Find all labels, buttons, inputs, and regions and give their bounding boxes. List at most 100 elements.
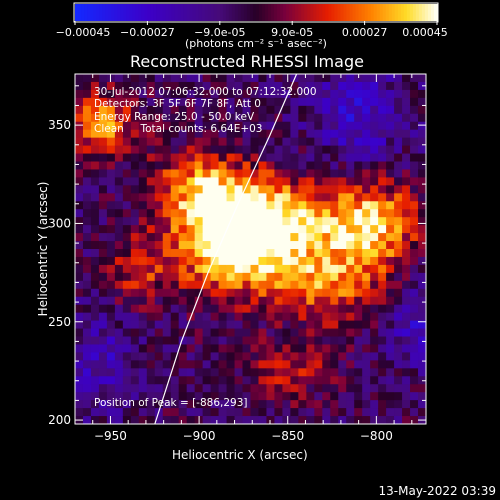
heatmap-cell (314, 376, 323, 385)
heatmap-cell (266, 145, 275, 155)
heatmap-cell (242, 320, 251, 330)
heatmap-cell (298, 280, 307, 290)
heatmap-cell (178, 97, 188, 107)
heatmap-cell (370, 249, 379, 258)
heatmap-cell (322, 145, 331, 155)
colorbar-segment (216, 4, 221, 21)
heatmap-cell (186, 384, 196, 393)
heatmap-cell (378, 344, 387, 353)
heatmap-cell (282, 153, 291, 162)
heatmap-cell (386, 280, 395, 290)
heatmap-cell (138, 169, 148, 178)
heatmap-cell (90, 368, 100, 377)
heatmap-cell (130, 74, 140, 83)
heatmap-cell (106, 376, 116, 385)
heatmap-cell (226, 416, 236, 425)
heatmap-cell (75, 145, 84, 155)
heatmap-cell (202, 89, 212, 99)
heatmap-cell (130, 129, 140, 139)
heatmap-cell (194, 129, 204, 139)
heatmap-cell (202, 97, 212, 107)
heatmap-cell (250, 328, 259, 337)
heatmap-cell (290, 177, 299, 186)
heatmap-cell (298, 74, 307, 83)
heatmap-cell (290, 384, 299, 393)
colorbar-segment (394, 4, 399, 21)
heatmap-cell (306, 241, 315, 250)
heatmap-cell (98, 161, 108, 170)
heatmap-cell (122, 304, 132, 314)
heatmap-cell (354, 304, 363, 314)
heatmap-cell (298, 137, 307, 147)
heatmap-cell (250, 121, 259, 131)
heatmap-cell (354, 169, 363, 178)
heatmap-cell (330, 161, 339, 170)
heatmap-cell (386, 344, 395, 353)
heatmap-cell (282, 241, 291, 250)
heatmap-cell (322, 296, 331, 306)
heatmap-cell (346, 105, 355, 115)
heatmap-cell (386, 161, 395, 170)
heatmap-cell (402, 225, 411, 234)
heatmap-cell (330, 217, 339, 226)
heatmap-cell (162, 137, 172, 147)
heatmap-cell (122, 105, 132, 115)
heatmap-cell (330, 336, 339, 345)
heatmap-cell (98, 304, 108, 314)
heatmap-cell (266, 113, 275, 123)
heatmap-cell (418, 312, 427, 322)
heatmap-cell (386, 384, 395, 393)
heatmap-cell (226, 193, 236, 202)
heatmap-cell (362, 74, 371, 83)
colorbar-segment (316, 4, 320, 21)
heatmap-cell (82, 129, 92, 139)
colorbar-segment (349, 4, 354, 21)
heatmap-cell (362, 352, 371, 361)
heatmap-cell (234, 137, 244, 147)
heatmap-cell (386, 368, 395, 377)
heatmap-cell (250, 344, 259, 353)
heatmap-cell (82, 201, 92, 210)
heatmap-cell (290, 328, 299, 337)
heatmap-cell (354, 241, 363, 250)
heatmap-cell (194, 233, 204, 242)
heatmap-cell (90, 249, 100, 258)
heatmap-cell (98, 193, 108, 202)
heatmap-cell (338, 113, 347, 123)
heatmap-cell (322, 416, 331, 425)
colorbar-segment (337, 4, 342, 21)
heatmap-cell (258, 201, 267, 210)
heatmap-cell (234, 97, 244, 107)
heatmap-cell (314, 185, 323, 194)
heatmap-cell (298, 177, 307, 186)
heatmap-cell (418, 169, 427, 178)
heatmap-cell (394, 97, 403, 107)
heatmap-cell (138, 217, 148, 226)
heatmap-cell (346, 280, 355, 290)
heatmap-cell (402, 249, 411, 258)
heatmap-cell (194, 312, 204, 322)
heatmap-cell (202, 233, 212, 242)
heatmap-cell (410, 312, 419, 322)
heatmap-cell (186, 105, 196, 115)
heatmap-cell (258, 105, 267, 115)
heatmap-cell (90, 89, 100, 99)
heatmap-cell (210, 193, 220, 202)
heatmap-cell (226, 288, 236, 298)
heatmap-cell (418, 249, 427, 258)
heatmap-cell (98, 225, 108, 234)
y-tick-label: 300 (48, 216, 71, 230)
heatmap-cell (346, 352, 355, 361)
heatmap-cell (210, 121, 220, 131)
heatmap-cell (314, 384, 323, 393)
colorbar-tick-label: 0.00045 (402, 26, 448, 39)
heatmap-cell (154, 249, 164, 258)
heatmap-cell (154, 225, 164, 234)
heatmap-cell (130, 352, 140, 361)
heatmap-cell (386, 137, 395, 147)
heatmap-cell (138, 376, 148, 385)
heatmap-cell (274, 81, 283, 91)
heatmap-cell (338, 368, 347, 377)
heatmap-cell (170, 113, 180, 123)
heatmap-cell (418, 217, 427, 226)
